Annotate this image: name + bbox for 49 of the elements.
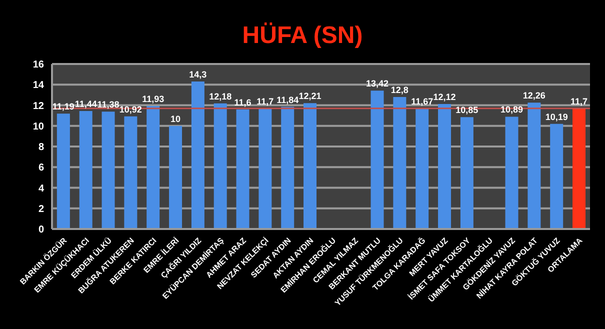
- data-label: 12,12: [433, 92, 456, 102]
- bar: [304, 103, 317, 229]
- bar: [393, 97, 406, 229]
- data-label: 11,7: [256, 96, 274, 106]
- bar: [124, 116, 138, 229]
- data-label: 10: [170, 114, 181, 124]
- bar: [102, 112, 115, 229]
- data-label: 11,93: [142, 94, 164, 104]
- y-tick-label: 14: [32, 80, 44, 92]
- y-tick-label: 4: [38, 183, 44, 194]
- bar: [281, 106, 294, 229]
- data-label: 12,21: [298, 91, 322, 102]
- y-tick-label: 12: [32, 100, 44, 112]
- data-label: 12,8: [390, 85, 408, 95]
- bar: [528, 102, 541, 229]
- data-label: 10,19: [545, 112, 568, 122]
- y-tick-label: 16: [32, 60, 44, 71]
- data-label: 11,38: [97, 100, 120, 110]
- y-tick-label: 8: [38, 142, 44, 154]
- data-label: 12,18: [209, 91, 232, 102]
- data-label: 11,44: [74, 99, 97, 110]
- bar: [460, 117, 474, 229]
- data-label: 11,67: [411, 96, 434, 107]
- y-tick-label: 6: [38, 162, 44, 174]
- y-tick-label: 0: [38, 224, 44, 236]
- bar: [191, 82, 204, 229]
- data-label: 12,26: [522, 90, 546, 101]
- bar: [572, 108, 586, 229]
- bar: [438, 104, 452, 229]
- bar: [550, 124, 564, 229]
- bar: [416, 108, 429, 229]
- data-label: 11,84: [276, 94, 299, 105]
- bar: [505, 116, 518, 229]
- y-tick-label: 10: [32, 121, 44, 132]
- data-label: 13,42: [366, 78, 389, 89]
- bar: [214, 103, 227, 229]
- bar: [79, 111, 92, 229]
- chart-title: HÜFA (SN): [241, 22, 364, 50]
- data-label: 14,3: [189, 70, 207, 80]
- bar: [236, 109, 250, 229]
- bar: [169, 126, 182, 229]
- bar: [258, 108, 272, 229]
- data-label: 11,7: [570, 96, 588, 106]
- data-label: 11,19: [52, 102, 74, 112]
- bar: [146, 106, 160, 229]
- bar: [370, 90, 384, 229]
- bar: [56, 114, 70, 229]
- y-tick-label: 2: [38, 204, 44, 215]
- data-label: 11,6: [234, 97, 252, 108]
